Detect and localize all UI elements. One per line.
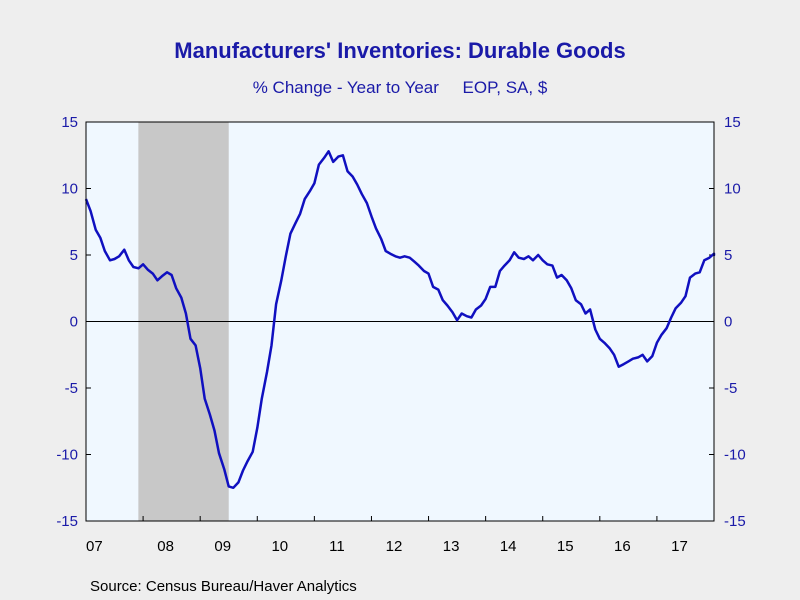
right-y-axis: 15 10 5 0 -5 -10 -15 [709, 114, 746, 530]
source-note: Source: Census Bureau/Haver Analytics [90, 578, 357, 595]
left-y-axis: 15 10 5 0 -5 -10 -15 [56, 114, 91, 530]
left-y-tick-label: -5 [65, 380, 78, 397]
series-line [84, 150, 716, 490]
x-tick-label: 11 [329, 538, 345, 555]
x-tick-label: 13 [443, 538, 460, 555]
x-tick-label: 15 [557, 538, 574, 555]
right-y-tick-label: 5 [724, 247, 732, 264]
right-y-tick-label: 10 [724, 181, 741, 198]
right-y-tick-label: 0 [724, 314, 732, 331]
x-tick-label: 07 [86, 538, 103, 555]
left-y-tick-label: -15 [56, 513, 78, 530]
left-y-tick-label: 10 [61, 181, 78, 198]
left-y-tick-label: 5 [70, 247, 78, 264]
x-tick-label: 14 [500, 538, 517, 555]
left-y-tick-label: 15 [61, 114, 78, 131]
x-tick-label: 17 [671, 538, 688, 555]
chart-title: Manufacturers' Inventories: Durable Good… [174, 38, 626, 63]
right-y-tick-label: -10 [724, 447, 746, 464]
left-y-tick-label: 0 [70, 314, 78, 331]
right-y-tick-label: 15 [724, 114, 741, 131]
x-tick-label: 10 [271, 538, 288, 555]
x-tick-label: 08 [157, 538, 174, 555]
plot-border [85, 121, 715, 522]
right-y-tick-label: -15 [724, 513, 746, 530]
right-y-tick-label: -5 [724, 380, 737, 397]
x-tick-label: 16 [614, 538, 631, 555]
x-tick-label: 12 [386, 538, 403, 555]
left-y-tick-label: -10 [56, 447, 78, 464]
x-tick-label: 09 [214, 538, 231, 555]
chart-subtitle: % Change - Year to Year EOP, SA, $ [252, 78, 548, 97]
x-axis: 07 08 09 10 11 12 13 14 15 16 17 [85, 516, 715, 555]
